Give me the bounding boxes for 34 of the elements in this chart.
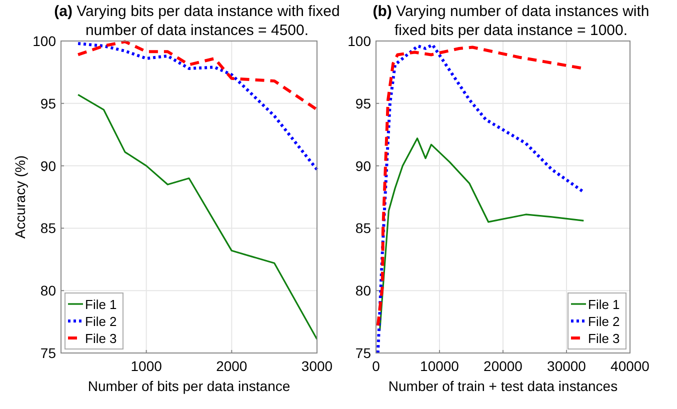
y-tick-label: 95 bbox=[40, 95, 56, 112]
x-tick-label: 2000 bbox=[216, 358, 248, 374]
y-axis-title: Accuracy (%) bbox=[12, 155, 28, 239]
x-tick-label: 40000 bbox=[610, 358, 650, 374]
y-tick-label: 80 bbox=[355, 282, 372, 299]
x-tick-label: 10000 bbox=[420, 358, 460, 374]
y-tick-label: 75 bbox=[355, 345, 372, 361]
legend-label: File 3 bbox=[85, 331, 117, 346]
legend-label: File 2 bbox=[588, 314, 620, 329]
x-axis-title: Number of train + test data instances bbox=[388, 378, 618, 394]
y-tick-label: 95 bbox=[355, 95, 372, 112]
y-tick-label: 85 bbox=[40, 220, 56, 236]
y-tick-label: 90 bbox=[40, 158, 56, 174]
y-tick-label: 75 bbox=[40, 345, 56, 361]
chart-title: (b) Varying number of data instances with fixed bits per data instance = 1000. bbox=[372, 3, 650, 39]
y-tick-label: 90 bbox=[355, 158, 372, 174]
x-tick-label: 1000 bbox=[130, 358, 162, 374]
x-tick-label: 0 bbox=[372, 358, 380, 374]
legend-label: File 1 bbox=[588, 297, 620, 312]
legend-label: File 3 bbox=[588, 331, 620, 346]
line-series bbox=[76, 42, 318, 172]
y-tick-label: 85 bbox=[355, 220, 372, 236]
y-tick-label: 100 bbox=[32, 33, 56, 49]
x-tick-label: 30000 bbox=[547, 358, 586, 374]
x-tick-label: 3000 bbox=[301, 358, 333, 374]
y-tick-label: 100 bbox=[348, 33, 372, 49]
chart-title: (a) Varying bits per data instance with fixed number of data instances = 4500. bbox=[54, 3, 340, 39]
y-tick-label: 80 bbox=[40, 282, 56, 299]
legend-label: File 2 bbox=[85, 314, 117, 329]
legend-label: File 1 bbox=[85, 297, 117, 312]
line-series bbox=[76, 40, 318, 112]
x-axis-title: Number of bits per data instance bbox=[88, 378, 290, 394]
line-series bbox=[379, 138, 584, 332]
x-tick-label: 20000 bbox=[484, 358, 523, 374]
